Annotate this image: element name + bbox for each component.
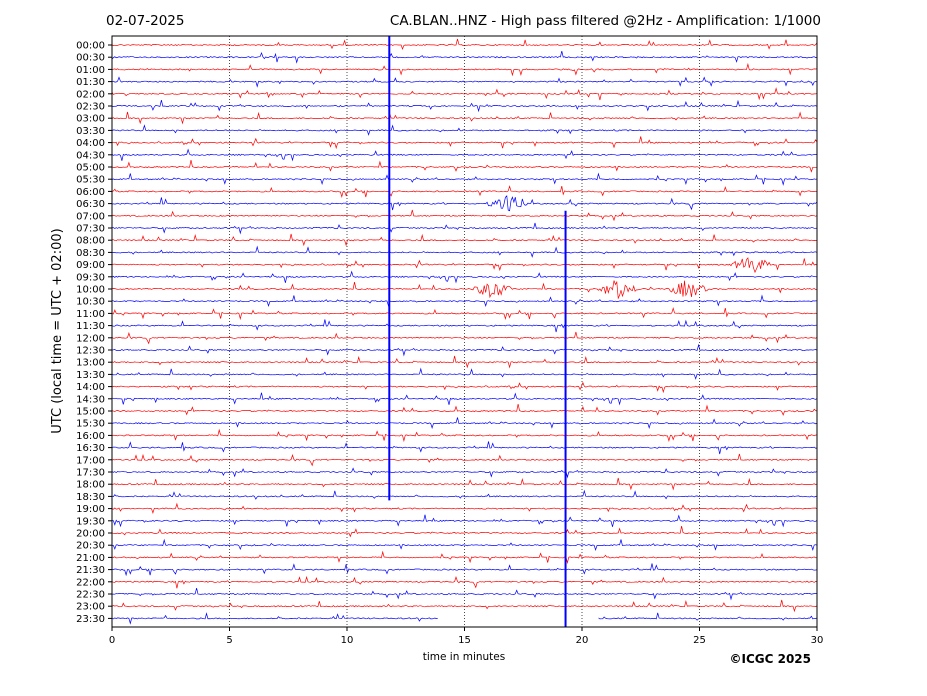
trace-0530 bbox=[111, 172, 818, 186]
row-label: 06:30 bbox=[76, 199, 105, 210]
trace-1400 bbox=[111, 381, 818, 394]
row-label: 20:00 bbox=[76, 529, 105, 540]
row-label: 21:30 bbox=[76, 565, 105, 576]
trace-2030 bbox=[112, 538, 818, 552]
trace-2100 bbox=[111, 550, 818, 565]
x-tick-label: 25 bbox=[693, 635, 706, 646]
row-label: 19:00 bbox=[76, 504, 105, 515]
trace-2000 bbox=[111, 526, 818, 538]
trace-0700 bbox=[111, 209, 818, 222]
row-label: 23:30 bbox=[76, 614, 105, 625]
row-label: 11:30 bbox=[76, 321, 105, 332]
row-label: 00:00 bbox=[76, 41, 105, 52]
row-label: 12:30 bbox=[76, 346, 105, 357]
row-label: 10:30 bbox=[76, 297, 105, 308]
row-label: 08:30 bbox=[76, 248, 105, 259]
trace-0600 bbox=[111, 185, 818, 199]
date-label: 02-07-2025 bbox=[106, 13, 184, 29]
trace-1130 bbox=[111, 319, 817, 333]
trace-2330 bbox=[598, 612, 818, 621]
row-label: 15:30 bbox=[76, 419, 105, 430]
trace-1830 bbox=[111, 489, 818, 500]
row-label: 14:00 bbox=[76, 382, 105, 393]
row-label: 02:00 bbox=[76, 89, 105, 100]
x-axis-label: time in minutes bbox=[423, 651, 505, 663]
row-label: 16:30 bbox=[76, 443, 105, 454]
row-label: 10:00 bbox=[76, 285, 105, 296]
row-label: 18:00 bbox=[76, 480, 105, 491]
copyright-label: ©ICGC 2025 bbox=[729, 652, 811, 666]
row-label: 19:30 bbox=[76, 516, 105, 527]
trace-1200 bbox=[111, 331, 818, 345]
x-tick-label: 20 bbox=[576, 635, 589, 646]
trace-1000 bbox=[111, 280, 818, 300]
trace-0500 bbox=[111, 160, 817, 173]
row-label: 12:00 bbox=[76, 333, 105, 344]
row-label: 05:30 bbox=[76, 175, 105, 186]
row-label: 21:00 bbox=[76, 553, 105, 564]
trace-1730 bbox=[111, 467, 818, 479]
row-label: 14:30 bbox=[76, 394, 105, 405]
row-label: 09:30 bbox=[76, 272, 105, 283]
row-label: 01:30 bbox=[76, 77, 105, 88]
x-tick-label: 10 bbox=[341, 635, 354, 646]
trace-1930 bbox=[111, 514, 818, 528]
x-tick-label: 5 bbox=[226, 635, 232, 646]
trace-2330 bbox=[111, 612, 438, 625]
plot-frame bbox=[111, 35, 818, 628]
row-label: 16:00 bbox=[76, 431, 105, 442]
row-label: 04:30 bbox=[76, 150, 105, 161]
row-label: 22:00 bbox=[76, 577, 105, 588]
x-tick-label: 15 bbox=[458, 635, 471, 646]
chart-title: CA.BLAN..HNZ - High pass filtered @2Hz -… bbox=[390, 13, 821, 29]
x-tick-label: 0 bbox=[109, 635, 115, 646]
trace-2130 bbox=[111, 563, 818, 577]
trace-0430 bbox=[111, 148, 818, 162]
row-label: 18:30 bbox=[76, 492, 105, 503]
trace-0400 bbox=[111, 136, 818, 150]
row-label: 23:00 bbox=[76, 602, 105, 613]
row-label: 17:00 bbox=[76, 455, 105, 466]
x-tick-label: 30 bbox=[811, 635, 824, 646]
row-label: 15:00 bbox=[76, 407, 105, 418]
trace-0330 bbox=[111, 124, 818, 136]
row-label: 22:30 bbox=[76, 590, 105, 601]
row-label: 04:00 bbox=[76, 138, 105, 149]
row-label: 06:00 bbox=[76, 187, 105, 198]
row-label: 13:30 bbox=[76, 370, 105, 381]
row-label: 11:00 bbox=[76, 309, 105, 320]
trace-1230 bbox=[111, 343, 818, 357]
row-label: 17:30 bbox=[76, 468, 105, 479]
trace-0630 bbox=[111, 195, 818, 212]
row-label: 05:00 bbox=[76, 163, 105, 174]
row-label: 03:30 bbox=[76, 126, 105, 137]
trace-0000 bbox=[111, 38, 818, 51]
row-label: 09:00 bbox=[76, 260, 105, 271]
row-label: 03:00 bbox=[76, 114, 105, 125]
row-label: 01:00 bbox=[76, 65, 105, 76]
trace-1330 bbox=[111, 367, 818, 380]
row-label: 08:00 bbox=[76, 236, 105, 247]
trace-1900 bbox=[111, 502, 818, 515]
row-label: 00:30 bbox=[76, 53, 105, 64]
trace-1300 bbox=[111, 355, 818, 369]
row-label: 07:00 bbox=[76, 211, 105, 222]
row-label: 20:30 bbox=[76, 541, 105, 552]
row-label: 13:00 bbox=[76, 358, 105, 369]
y-axis-label: UTC (local time = UTC + 02:00) bbox=[50, 228, 65, 433]
row-label: 07:30 bbox=[76, 224, 105, 235]
row-label: 02:30 bbox=[76, 102, 105, 113]
